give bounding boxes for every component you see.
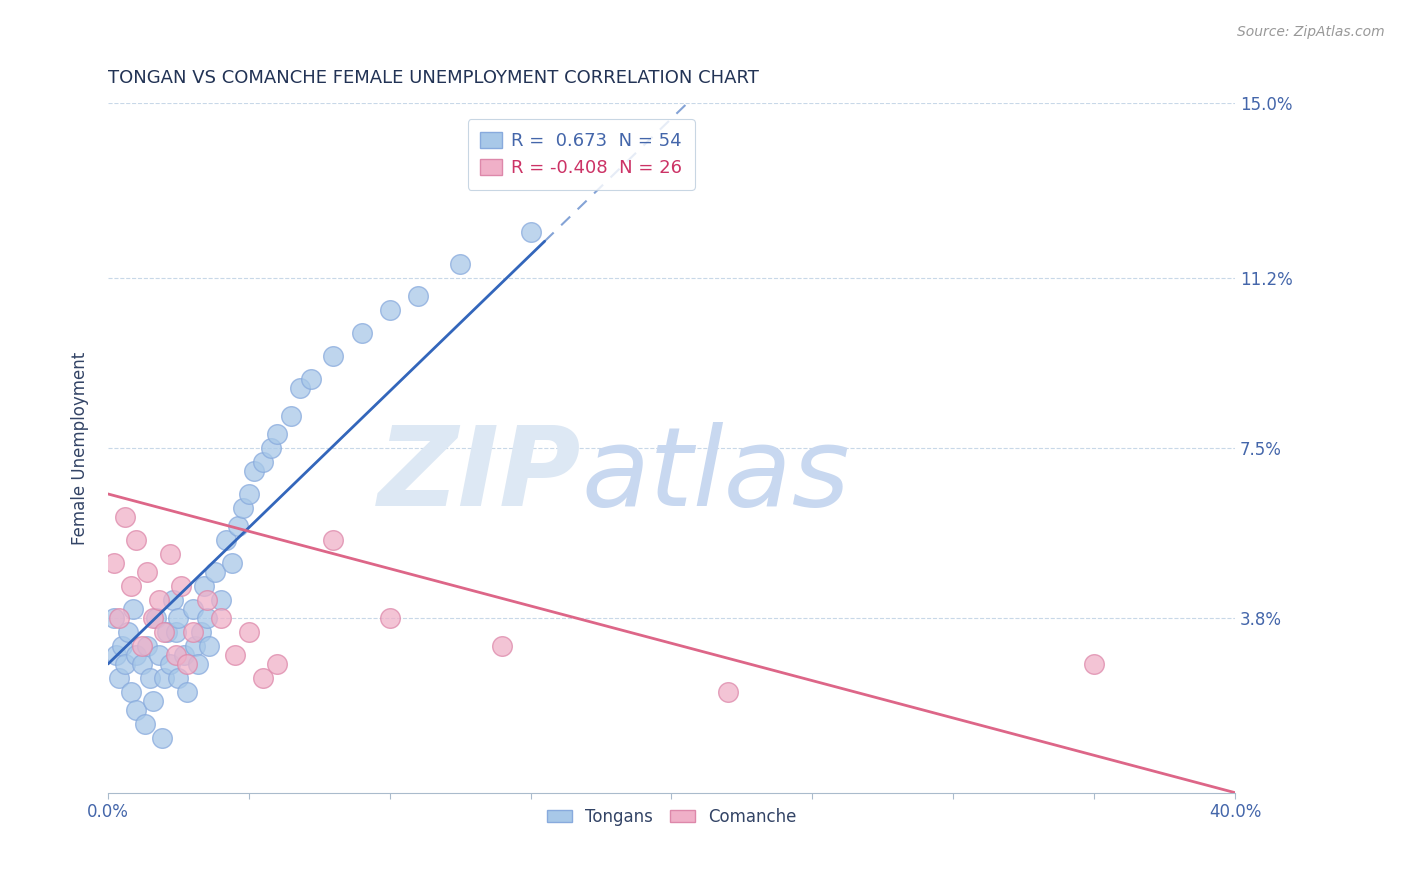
Point <box>350 326 373 340</box>
Point <box>148 592 170 607</box>
Point <box>195 611 218 625</box>
Point <box>159 547 181 561</box>
Point <box>111 639 134 653</box>
Point <box>406 289 429 303</box>
Point <box>280 409 302 423</box>
Point <box>153 624 176 639</box>
Point <box>103 556 125 570</box>
Point <box>224 648 246 662</box>
Point <box>190 624 212 639</box>
Point <box>105 648 128 662</box>
Point <box>131 639 153 653</box>
Point <box>184 639 207 653</box>
Point <box>232 500 254 515</box>
Point <box>125 648 148 662</box>
Point <box>117 624 139 639</box>
Point <box>491 639 513 653</box>
Point <box>299 372 322 386</box>
Point <box>153 671 176 685</box>
Point <box>322 349 344 363</box>
Point <box>145 611 167 625</box>
Point <box>238 624 260 639</box>
Text: TONGAN VS COMANCHE FEMALE UNEMPLOYMENT CORRELATION CHART: TONGAN VS COMANCHE FEMALE UNEMPLOYMENT C… <box>108 69 759 87</box>
Y-axis label: Female Unemployment: Female Unemployment <box>72 351 89 545</box>
Point <box>114 657 136 671</box>
Point <box>176 684 198 698</box>
Point <box>142 694 165 708</box>
Point <box>134 716 156 731</box>
Point <box>108 671 131 685</box>
Point <box>165 648 187 662</box>
Point <box>139 671 162 685</box>
Point <box>198 639 221 653</box>
Point <box>120 684 142 698</box>
Point <box>252 671 274 685</box>
Point <box>288 381 311 395</box>
Point <box>187 657 209 671</box>
Point <box>449 257 471 271</box>
Point <box>125 533 148 547</box>
Point <box>193 579 215 593</box>
Point <box>125 703 148 717</box>
Point <box>142 611 165 625</box>
Point <box>266 427 288 442</box>
Text: ZIP: ZIP <box>378 422 581 529</box>
Point <box>209 592 232 607</box>
Point <box>181 602 204 616</box>
Point <box>226 519 249 533</box>
Point <box>108 611 131 625</box>
Point <box>1083 657 1105 671</box>
Point <box>114 510 136 524</box>
Text: Source: ZipAtlas.com: Source: ZipAtlas.com <box>1237 25 1385 39</box>
Point <box>322 533 344 547</box>
Point <box>170 579 193 593</box>
Point <box>136 565 159 579</box>
Point <box>195 592 218 607</box>
Point <box>181 624 204 639</box>
Point <box>148 648 170 662</box>
Point <box>204 565 226 579</box>
Point <box>378 303 401 318</box>
Point <box>519 225 541 239</box>
Point <box>266 657 288 671</box>
Point <box>238 487 260 501</box>
Point <box>103 611 125 625</box>
Point <box>176 657 198 671</box>
Text: atlas: atlas <box>581 422 851 529</box>
Point <box>173 648 195 662</box>
Point <box>156 624 179 639</box>
Point <box>136 639 159 653</box>
Point <box>167 671 190 685</box>
Point <box>717 684 740 698</box>
Point <box>252 455 274 469</box>
Point <box>378 611 401 625</box>
Point <box>260 441 283 455</box>
Point <box>167 611 190 625</box>
Point <box>215 533 238 547</box>
Point <box>221 556 243 570</box>
Point <box>162 592 184 607</box>
Point <box>122 602 145 616</box>
Point <box>150 731 173 745</box>
Point <box>209 611 232 625</box>
Point <box>159 657 181 671</box>
Point <box>165 624 187 639</box>
Point <box>131 657 153 671</box>
Point <box>120 579 142 593</box>
Legend: Tongans, Comanche: Tongans, Comanche <box>540 801 803 832</box>
Point <box>243 464 266 478</box>
